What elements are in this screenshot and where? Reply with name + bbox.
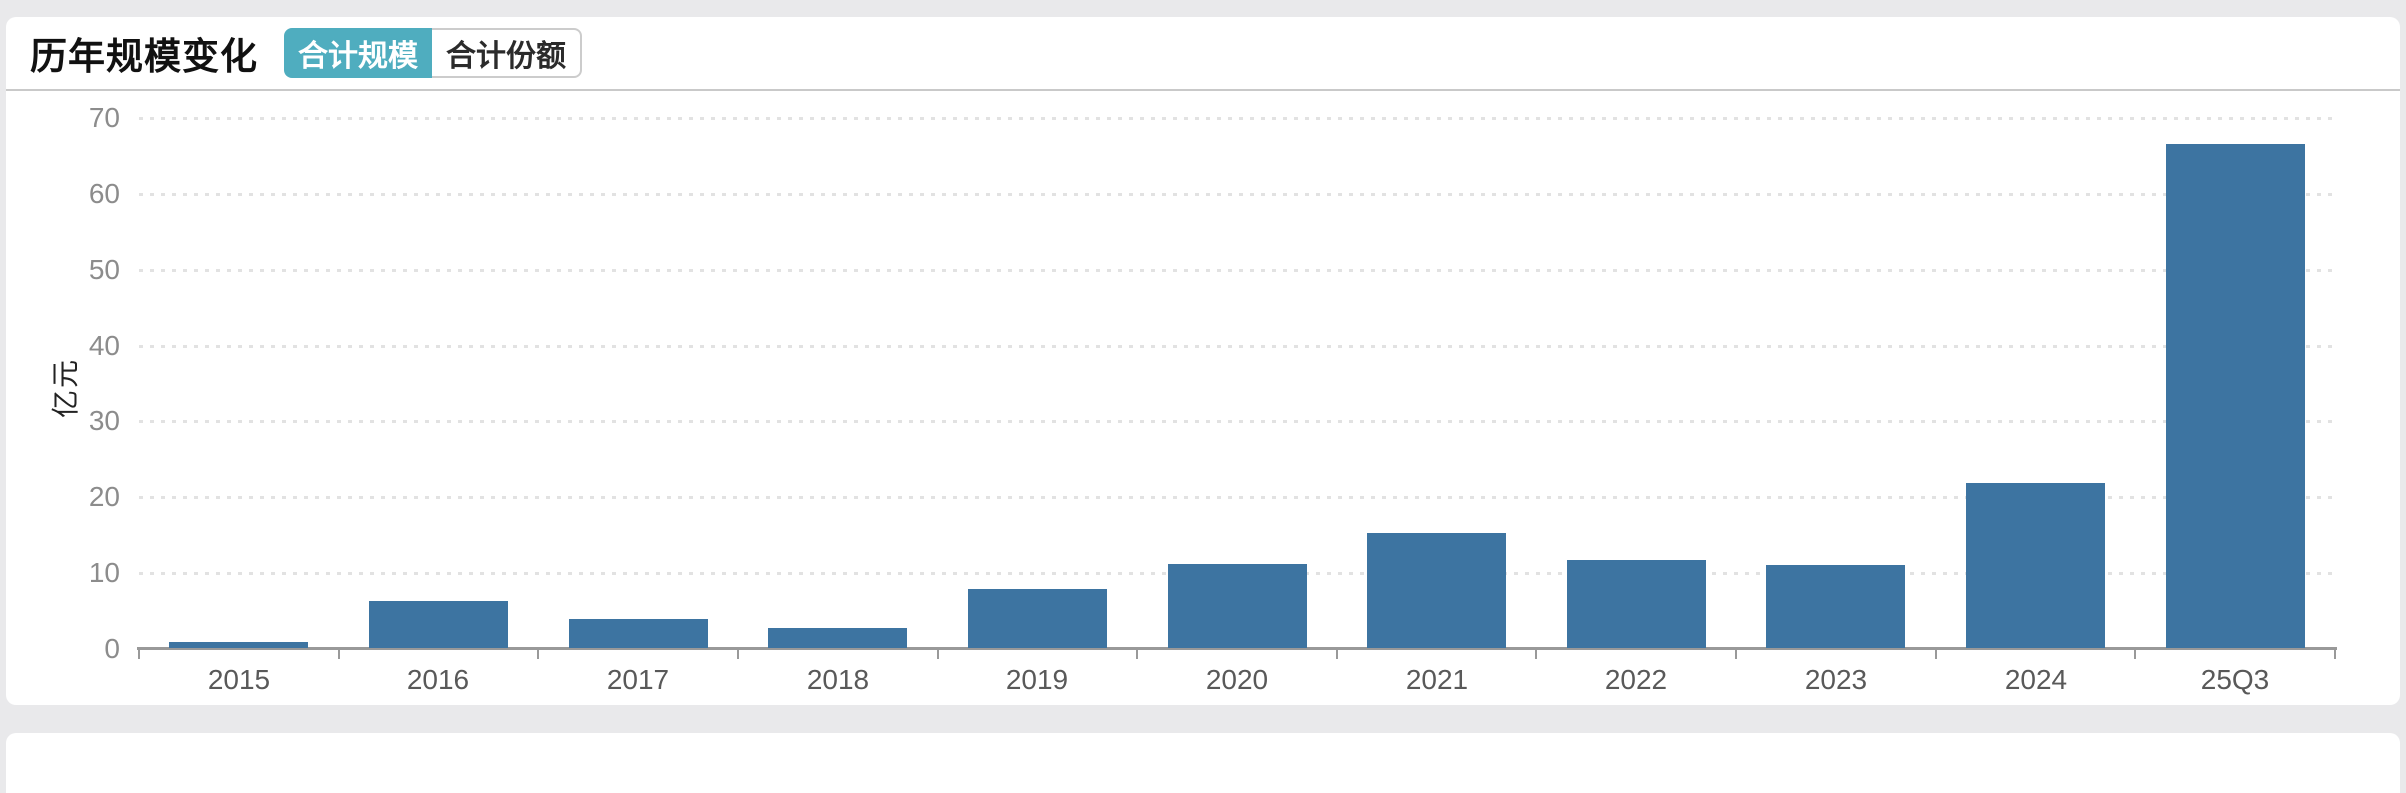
x-axis-tick (1335, 650, 1338, 659)
x-axis-tick (736, 650, 739, 659)
gridline (139, 496, 2335, 500)
x-axis-tick (2134, 650, 2137, 659)
x-axis-tick (337, 650, 340, 659)
gridline (139, 268, 2335, 272)
bar-2015[interactable] (169, 642, 308, 648)
x-axis-tick (1735, 650, 1738, 659)
x-tick-label: 25Q3 (2200, 664, 2270, 695)
x-axis-tick (936, 650, 939, 659)
x-tick-label: 2023 (1804, 664, 1868, 695)
y-tick-label: 70 (88, 102, 120, 133)
gridline (139, 344, 2335, 348)
x-tick-label: 2020 (1205, 664, 1269, 695)
chart-card-header: 历年规模变化 合计规模 合计份额 (6, 17, 2400, 91)
x-axis-tick (537, 650, 540, 659)
gridline (139, 192, 2335, 196)
x-tick-label: 2018 (806, 664, 870, 695)
tab-total-scale[interactable]: 合计规模 (284, 28, 432, 78)
tab-total-share[interactable]: 合计份额 (432, 28, 582, 78)
x-tick-label: 2017 (606, 664, 670, 695)
bar-25Q3[interactable] (2166, 144, 2305, 648)
y-tick-label: 40 (88, 329, 120, 361)
bar-2016[interactable] (369, 601, 508, 648)
gridline (139, 420, 2335, 424)
x-axis-tick (1136, 650, 1139, 659)
bar-2022[interactable] (1567, 560, 1706, 648)
y-tick-label: 10 (88, 557, 120, 589)
bar-2018[interactable] (768, 628, 907, 648)
bar-2019[interactable] (968, 589, 1107, 648)
y-tick-label: 30 (88, 405, 120, 437)
x-axis-line (137, 647, 2337, 650)
x-axis-tick (1535, 650, 1538, 659)
next-section-card (6, 733, 2400, 793)
bar-2023[interactable] (1766, 565, 1905, 648)
bar-chart: 0 10 20 30 40 50 60 70 亿元 2015 2016 2017 2018 2019 202… (6, 91, 2400, 705)
x-axis-tick (2334, 650, 2336, 659)
gridline (139, 117, 2335, 120)
y-tick-label: 0 (104, 633, 120, 664)
y-tick-label: 60 (88, 177, 120, 209)
x-tick-label: 2015 (207, 664, 271, 695)
bar-2020[interactable] (1168, 564, 1307, 648)
scale-share-toggle: 合计规模 合计份额 (284, 28, 582, 78)
x-tick-label: 2022 (1604, 664, 1668, 695)
bar-2024[interactable] (1966, 483, 2105, 648)
y-tick-label: 20 (88, 481, 120, 513)
x-tick-label: 2021 (1405, 664, 1469, 695)
x-tick-label: 2019 (1005, 664, 1069, 695)
y-axis-title: 亿元 (50, 357, 82, 418)
chart-card: 历年规模变化 合计规模 合计份额 0 10 20 30 40 50 60 70 亿元 2015 20… (6, 17, 2400, 705)
x-tick-label: 2016 (406, 664, 470, 695)
y-tick-label: 50 (88, 253, 120, 285)
bar-2021[interactable] (1367, 533, 1506, 648)
x-tick-label: 2024 (2004, 664, 2068, 695)
page-title: 历年规模变化 (30, 36, 258, 77)
x-axis-tick (138, 650, 140, 659)
bar-2017[interactable] (569, 619, 708, 648)
x-axis-tick (1934, 650, 1937, 659)
